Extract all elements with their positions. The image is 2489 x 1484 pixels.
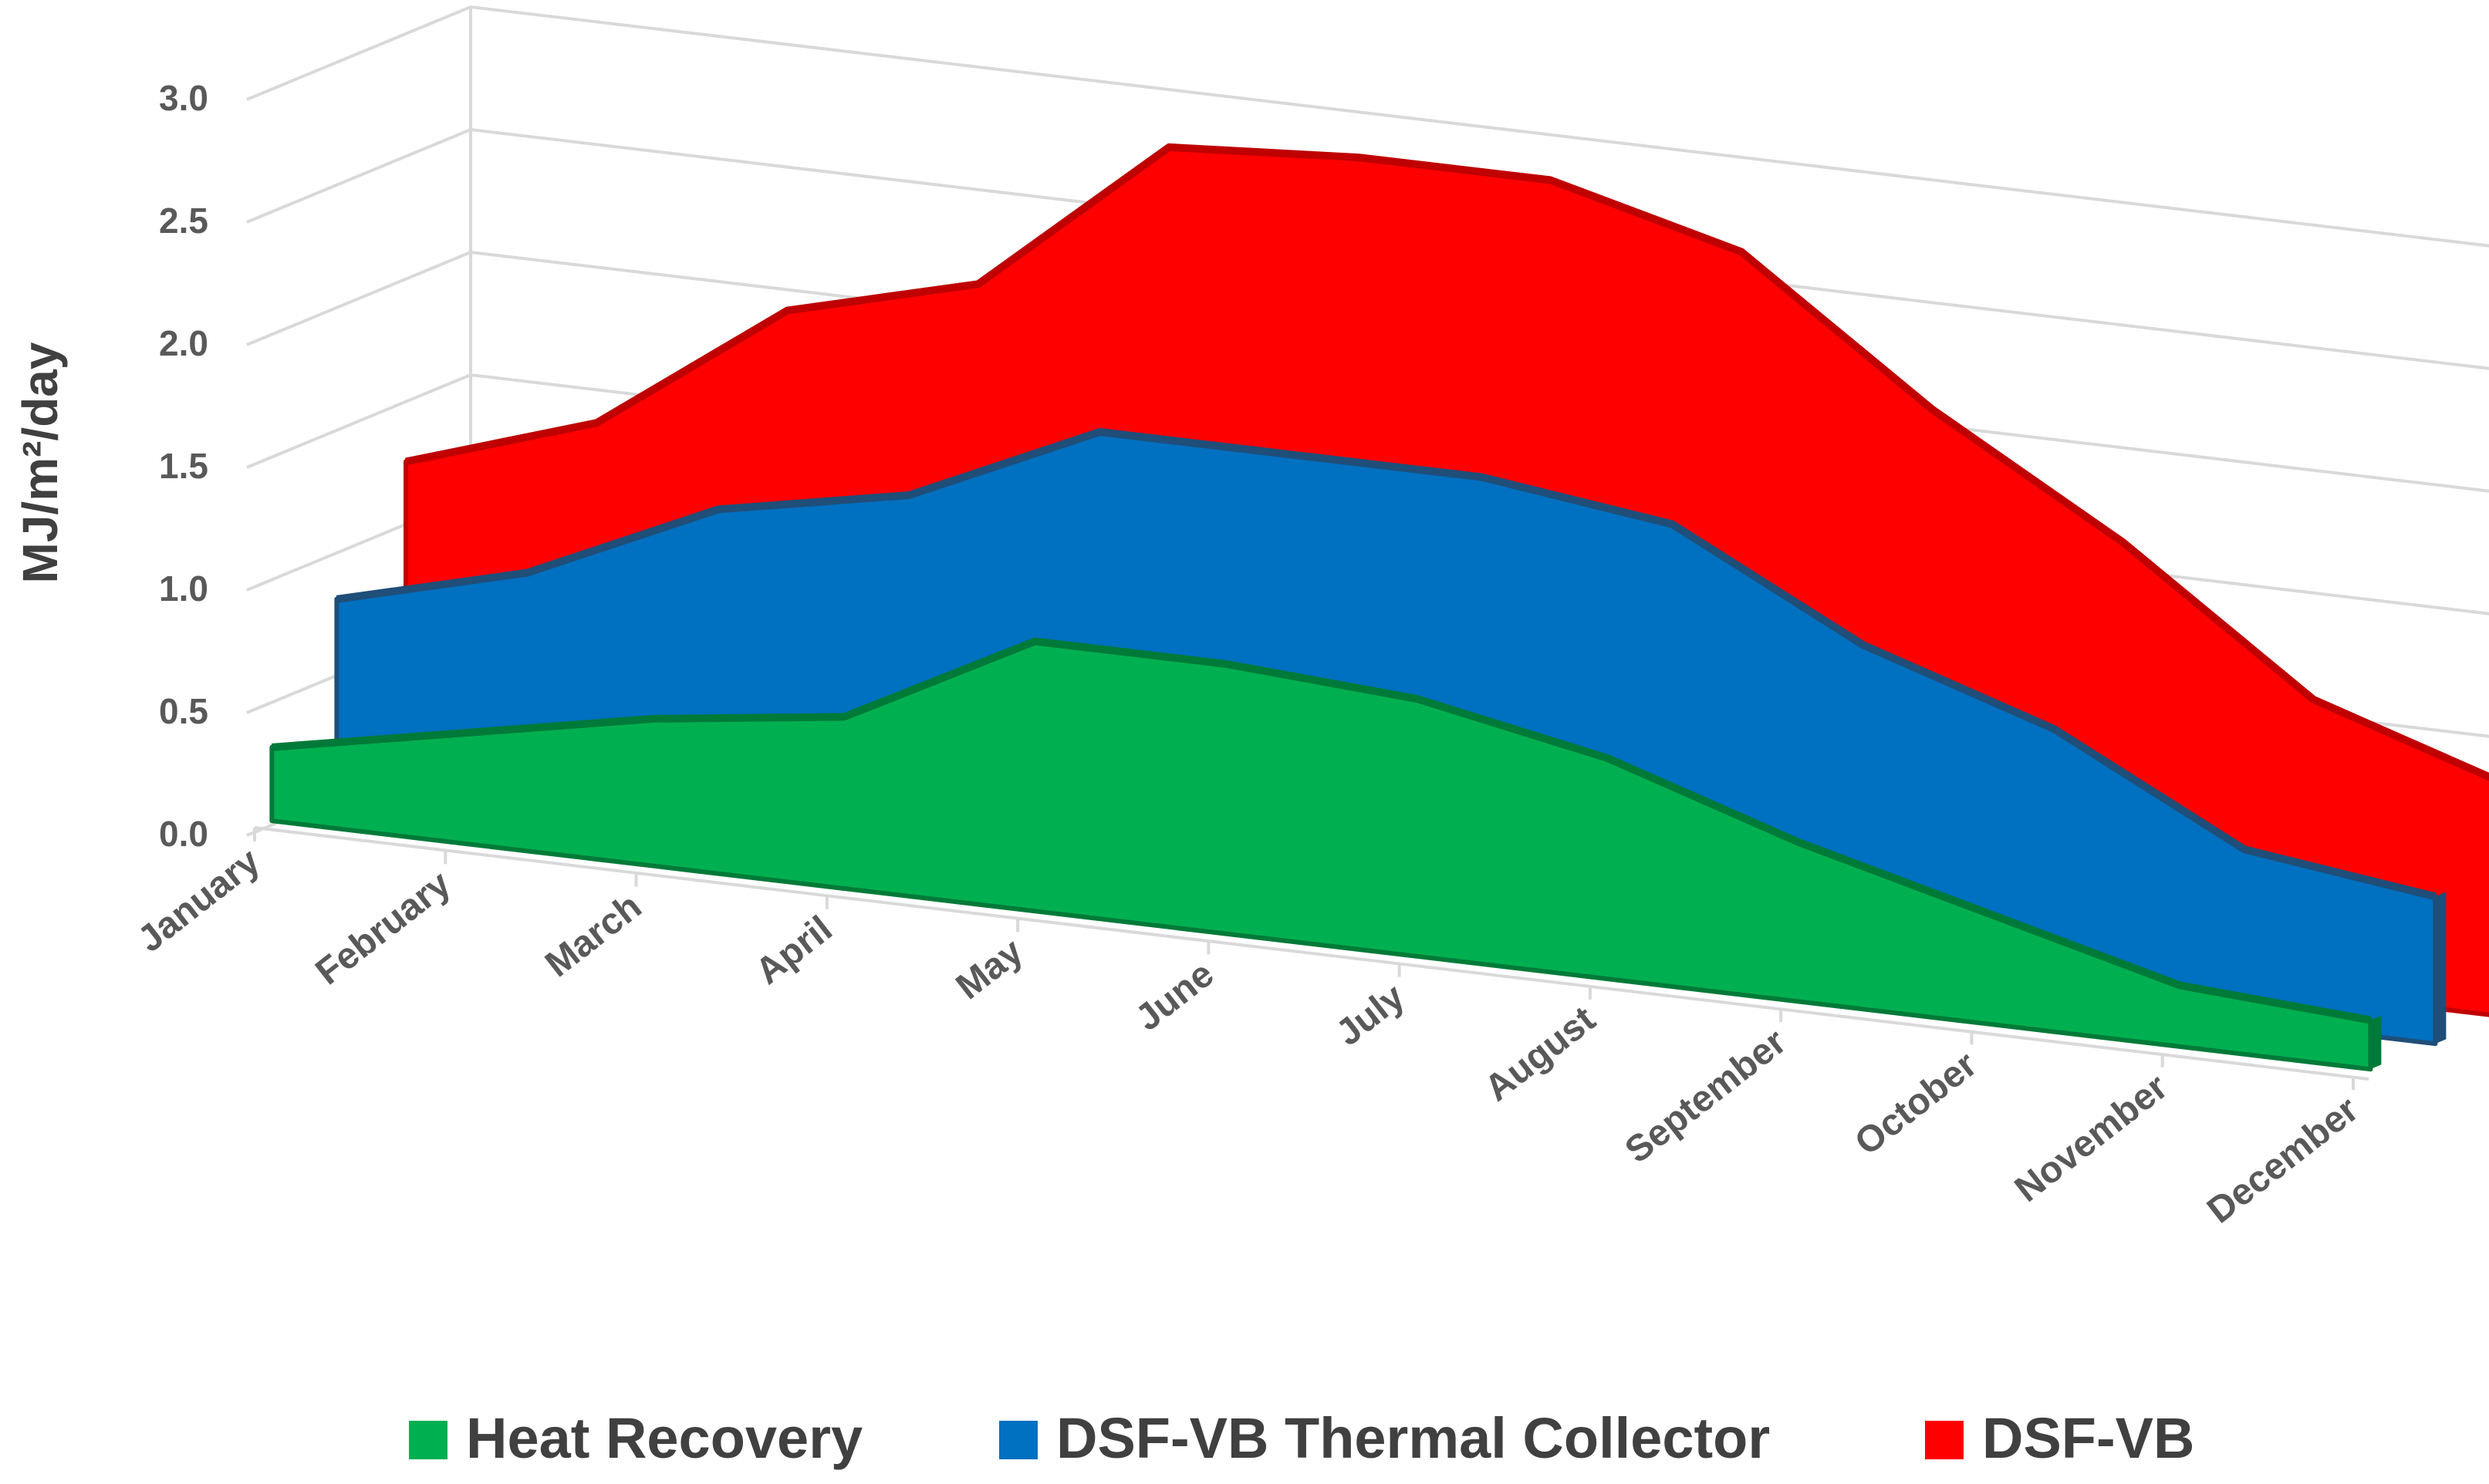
y-tick-label: 0.5 — [159, 691, 208, 731]
legend-swatch — [409, 1421, 447, 1459]
legend-swatch — [1925, 1421, 1964, 1459]
area-side-dsf-vb-thermal-collector — [2435, 892, 2447, 1044]
x-axis-line — [254, 826, 2369, 1081]
area-top-edge-dsf-vb — [405, 143, 2489, 781]
y-tick-label: 1.0 — [159, 568, 208, 609]
x-tick-august: August — [1478, 999, 1603, 1110]
legend-item-heat-recovery: Heat Recovery — [409, 1406, 863, 1470]
x-tick-december: December — [2200, 1089, 2366, 1232]
x-tick-march: March — [538, 885, 649, 985]
x-tick-february: February — [309, 863, 459, 993]
y-axis-title: MJ/m²/day — [12, 342, 68, 583]
legend-swatch — [999, 1421, 1038, 1459]
area-side-heat-recovery — [2370, 1015, 2382, 1070]
series-areas — [269, 143, 2489, 1072]
legend-item-dsf-vb: DSF-VB — [1925, 1406, 2194, 1470]
y-tick-label: 1.5 — [159, 446, 208, 486]
x-tick-june: June — [1128, 953, 1221, 1039]
legend-label: Heat Recovery — [466, 1406, 863, 1470]
y-tick-label: 3.0 — [159, 78, 208, 118]
x-tick-may: May — [949, 931, 1031, 1007]
y-tick-label: 0.0 — [159, 814, 208, 854]
x-tick-october: October — [1848, 1044, 1985, 1163]
y-tick-label: 2.0 — [159, 323, 208, 363]
x-tick-november: November — [2008, 1067, 2176, 1210]
series-heat-recovery — [269, 637, 2382, 1072]
area-top-edge-heat-recovery — [272, 637, 2372, 1024]
legend-label: DSF-VB Thermal Collector — [1056, 1406, 1770, 1470]
legend: Heat Recovery DSF-VB Thermal Collector DSF… — [409, 1406, 2194, 1470]
x-axis-floor — [253, 826, 2369, 1090]
area-top-edge-dsf-vb-thermal-collector — [336, 428, 2437, 901]
x-tick-july: July — [1329, 976, 1413, 1054]
x-tick-april: April — [748, 909, 840, 993]
y-axis-ticks: 0.0 0.5 1.0 1.5 2.0 2.5 3.0 — [159, 78, 208, 854]
x-tick-september: September — [1618, 1021, 1794, 1172]
legend-label: DSF-VB — [1982, 1406, 2194, 1470]
x-tick-january: January — [130, 841, 268, 960]
legend-item-dsf-vb-thermal-collector: DSF-VB Thermal Collector — [999, 1406, 1770, 1470]
y-tick-label: 2.5 — [159, 201, 208, 241]
